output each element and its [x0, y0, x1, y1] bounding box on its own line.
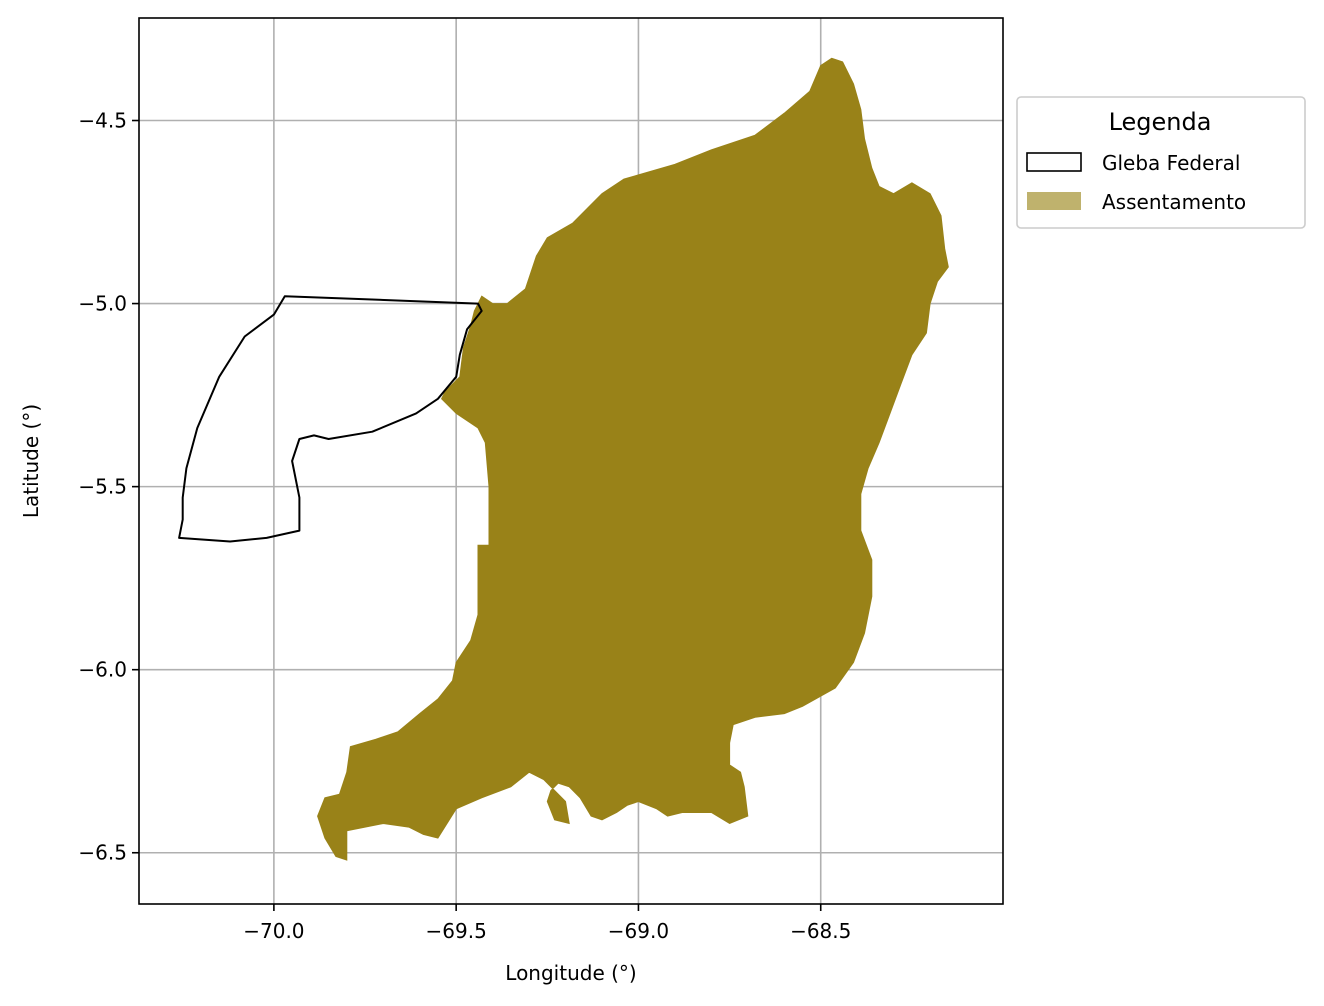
x-tick-label: −69.5	[426, 919, 487, 943]
legend-swatch-gleba-federal	[1026, 152, 1082, 172]
legend-swatch-assentamento	[1027, 192, 1081, 210]
legend-label-assentamento: Assentamento	[1102, 190, 1246, 214]
legend-label-gleba-federal: Gleba Federal	[1102, 151, 1240, 175]
y-tick-label: −6.5	[78, 841, 127, 865]
map-layers	[178, 57, 949, 861]
y-tick-label: −6.0	[78, 658, 127, 682]
x-tick-label: −68.5	[790, 919, 851, 943]
y-tick-label: −5.5	[78, 475, 127, 499]
axis-ticks: −70.0 −69.5 −69.0 −68.5 −4.5 −5.0 −5.5 −6.0 −6.5	[78, 109, 851, 943]
x-axis-label: Longitude (°)	[505, 961, 636, 985]
y-axis-label: Latitude (°)	[19, 404, 43, 518]
polygon-assentamento	[317, 57, 949, 861]
legend-box	[1016, 96, 1306, 229]
axes-frame	[138, 17, 1004, 905]
legend-title: Legenda	[1109, 108, 1212, 136]
y-tick-label: −4.5	[78, 109, 127, 133]
x-tick-label: −70.0	[243, 919, 304, 943]
polygon-gleba-federal	[178, 295, 483, 543]
legend: Legenda Gleba Federal Assentamento	[1016, 96, 1306, 229]
y-tick-label: −5.0	[78, 292, 127, 316]
x-tick-label: −69.0	[608, 919, 669, 943]
